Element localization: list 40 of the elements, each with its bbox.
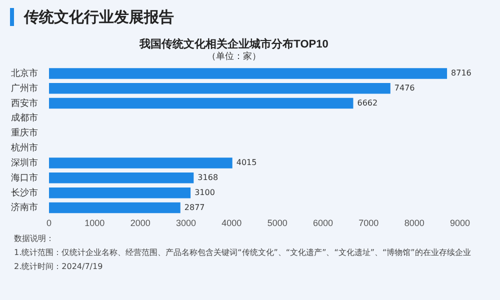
- x-tick-label: 7000: [358, 218, 379, 228]
- y-tick-label: 济南市: [11, 202, 38, 212]
- y-tick-label: 长沙市: [11, 187, 38, 198]
- chart-subtitle: （单位：家）: [207, 51, 261, 62]
- data-label: 8716: [451, 68, 472, 78]
- data-label: 4015: [236, 158, 257, 168]
- y-tick-label: 广州市: [11, 82, 38, 93]
- x-tick-label: 2000: [130, 218, 150, 228]
- chart-title: 我国传统文化相关企业城市分布TOP10: [138, 38, 328, 51]
- bar: [49, 68, 448, 79]
- data-label: 3168: [198, 172, 218, 182]
- x-tick-label: 8000: [404, 218, 424, 228]
- y-tick-label: 杭州市: [10, 142, 38, 153]
- bar: [49, 187, 191, 198]
- y-tick-label: 重庆市: [11, 128, 38, 138]
- bar: [49, 158, 232, 168]
- y-tick-label: 西安市: [11, 98, 38, 108]
- bar: [49, 172, 194, 184]
- data-label: 6662: [357, 98, 378, 108]
- text: 数据说明：: [14, 233, 55, 245]
- data-label: 3100: [194, 188, 215, 197]
- y-tick-label: 北京市: [11, 68, 38, 78]
- y-tick-label: 深圳市: [11, 157, 38, 168]
- bar: [49, 83, 390, 94]
- bar: [49, 98, 354, 109]
- data-label: 2877: [184, 202, 205, 212]
- x-tick-label: 9000: [450, 218, 470, 228]
- y-tick-label: 成都市: [11, 112, 38, 123]
- x-tick-label: 1000: [84, 218, 105, 228]
- y-tick-label: 海口市: [11, 172, 38, 182]
- text: 1.统计范围：仅统计企业名称、经营范围、产品名称包含关键词“传统文化”、“文化遗产”、“文化遗址”、“博物馆”的在业存续企业: [14, 247, 472, 259]
- text: 传统文化行业发展报告: [10, 8, 174, 26]
- x-tick-label: 0: [46, 218, 52, 228]
- bar: [49, 202, 180, 214]
- x-tick-label: 4000: [222, 218, 242, 228]
- x-tick-label: 5000: [267, 218, 288, 228]
- x-tick-label: 3000: [176, 218, 196, 228]
- text: 2.统计时间：2024/7/19: [14, 261, 104, 273]
- x-tick-label: 6000: [312, 218, 334, 228]
- data-label: 7476: [394, 83, 415, 92]
